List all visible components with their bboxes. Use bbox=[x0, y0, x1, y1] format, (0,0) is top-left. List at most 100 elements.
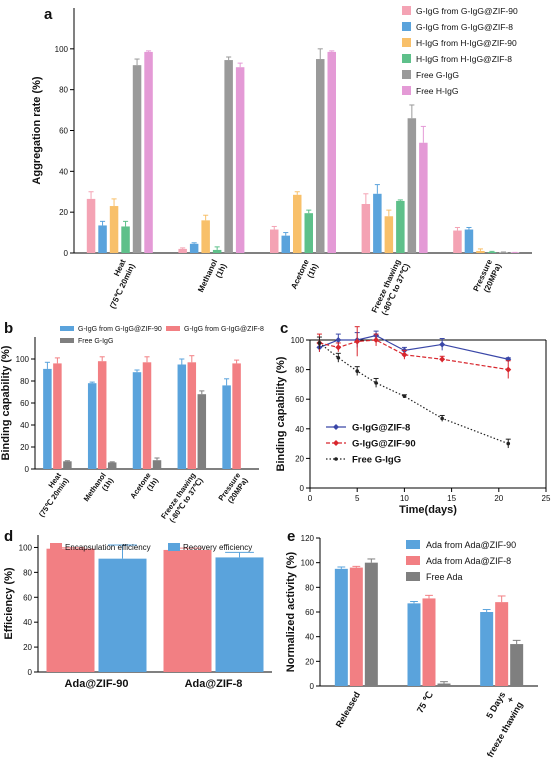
data-point bbox=[439, 341, 446, 348]
bar-4 bbox=[304, 213, 313, 253]
x-tick-label: 20 bbox=[494, 494, 503, 503]
y-axis-label: Aggregation rate (%) bbox=[31, 76, 43, 185]
y-tick-label: 0 bbox=[64, 249, 69, 258]
bar-3 bbox=[109, 206, 119, 253]
y-axis-label: Binding capability (%) bbox=[275, 356, 287, 471]
category-label: Pressure(20MPa) bbox=[216, 471, 249, 505]
bar-2 bbox=[422, 598, 436, 686]
y-tick-label: 100 bbox=[55, 45, 69, 54]
y-tick-label: 0 bbox=[25, 465, 30, 474]
panel-label: b bbox=[4, 320, 13, 337]
category-label-line: Released bbox=[334, 690, 362, 729]
data-point bbox=[335, 344, 342, 351]
bar-3 bbox=[510, 644, 524, 686]
y-tick-label: 60 bbox=[305, 608, 314, 617]
category-label-line: + bbox=[505, 695, 516, 705]
legend-label: G-IgG from G-IgG@ZIF-8 bbox=[416, 22, 513, 32]
bar-3 bbox=[197, 394, 207, 469]
bar-2 bbox=[97, 361, 107, 469]
legend-label: Encapsulation efficiency bbox=[65, 543, 151, 552]
data-point bbox=[374, 381, 378, 385]
legend-swatch bbox=[402, 22, 411, 31]
legend-swatch bbox=[406, 572, 420, 581]
bar-6 bbox=[327, 51, 336, 254]
category-label: Acetone(1h) bbox=[128, 471, 160, 500]
y-tick-label: 40 bbox=[305, 633, 314, 642]
x-tick-label: 25 bbox=[542, 494, 551, 503]
legend-swatch bbox=[60, 338, 74, 343]
bar-2 bbox=[464, 229, 474, 253]
legend-swatch bbox=[168, 543, 180, 551]
legend-swatch bbox=[402, 86, 411, 95]
bar-3 bbox=[201, 220, 210, 253]
legend-label: Free Ada bbox=[426, 572, 463, 582]
legend-swatch bbox=[50, 543, 62, 551]
panel-a: a 0 20 40 60 80 100 Aggregation rate (%) Heat(75… bbox=[31, 6, 532, 317]
y-tick-label: 40 bbox=[20, 421, 29, 430]
bar-5 bbox=[132, 65, 142, 254]
data-point bbox=[506, 441, 511, 446]
bar-1 bbox=[361, 204, 371, 253]
legend-marker bbox=[333, 424, 339, 430]
y-tick-label: 40 bbox=[23, 618, 32, 627]
legend-swatch bbox=[166, 326, 180, 331]
legend-label: Recovery efficiency bbox=[183, 543, 252, 552]
y-tick-label: 80 bbox=[295, 366, 304, 375]
data-point bbox=[401, 351, 408, 358]
category-label: Heat(75℃ 20min) bbox=[108, 258, 137, 310]
y-tick-label: 80 bbox=[305, 583, 314, 592]
panel-e: e 0 20 40 60 80 100 120 Normalized activity (%) R… bbox=[285, 528, 538, 758]
data-point bbox=[373, 337, 380, 343]
y-tick-label: 20 bbox=[20, 443, 29, 452]
bar-2 bbox=[187, 362, 197, 469]
legend-swatch bbox=[402, 54, 411, 63]
bar-4 bbox=[212, 249, 222, 253]
y-tick-label: 80 bbox=[59, 86, 68, 95]
legend-swatch bbox=[406, 540, 420, 549]
bar-1 bbox=[407, 603, 421, 686]
bar-3 bbox=[384, 216, 394, 253]
bar-2 bbox=[189, 243, 199, 253]
y-tick-label: 0 bbox=[300, 484, 305, 493]
category-label-line: 5 Days bbox=[484, 690, 507, 720]
bar-1 bbox=[86, 198, 96, 253]
y-tick-label: 20 bbox=[305, 657, 314, 666]
bar-1 bbox=[163, 549, 212, 672]
bar-1 bbox=[178, 248, 187, 253]
legend-label: Free H-IgG bbox=[416, 86, 459, 96]
bar-5 bbox=[499, 252, 508, 253]
x-tick-label: 10 bbox=[400, 494, 409, 503]
y-tick-label: 100 bbox=[16, 355, 30, 364]
data-point bbox=[317, 341, 322, 345]
panel-label: d bbox=[4, 528, 13, 545]
panel-label: c bbox=[280, 320, 288, 337]
y-tick-label: 100 bbox=[291, 336, 305, 345]
series-line-2 bbox=[319, 339, 509, 371]
panel-c: c 0 20 40 60 80 100 Binding capability (%) 0 5 10 1… bbox=[275, 320, 551, 516]
legend-label: H-IgG from H-IgG@ZIF-8 bbox=[416, 54, 512, 64]
legend-swatch bbox=[402, 38, 411, 47]
series-line-3 bbox=[319, 342, 509, 445]
legend-swatch bbox=[402, 70, 411, 79]
y-tick-label: 120 bbox=[301, 534, 315, 543]
legend-label: G-IgG from G-IgG@ZIF-8 bbox=[184, 326, 264, 333]
x-tick-label: 0 bbox=[308, 494, 313, 503]
y-tick-label: 80 bbox=[20, 377, 29, 386]
x-axis-label: Time(days) bbox=[399, 504, 457, 516]
y-tick-label: 0 bbox=[28, 668, 33, 677]
category-label: Heat(75℃ 20min) bbox=[37, 471, 71, 519]
legend-label: G-IgG@ZIF-90 bbox=[352, 439, 416, 450]
y-tick-label: 80 bbox=[23, 568, 32, 577]
legend-label: Free G-IgG bbox=[352, 455, 401, 466]
bar-2 bbox=[349, 567, 363, 686]
y-tick-label: 60 bbox=[295, 395, 304, 404]
bar-5 bbox=[316, 59, 325, 253]
data-point bbox=[440, 416, 444, 421]
category-label: Acetone(1h) bbox=[289, 258, 320, 291]
bar-3 bbox=[364, 562, 378, 686]
bar-1 bbox=[270, 229, 279, 253]
panel-b: b 0 20 40 60 80 100 Binding capability (%) Heat(… bbox=[0, 320, 264, 524]
x-tick-label: 5 bbox=[355, 494, 360, 503]
bar-1 bbox=[480, 612, 494, 686]
data-point bbox=[355, 369, 360, 373]
